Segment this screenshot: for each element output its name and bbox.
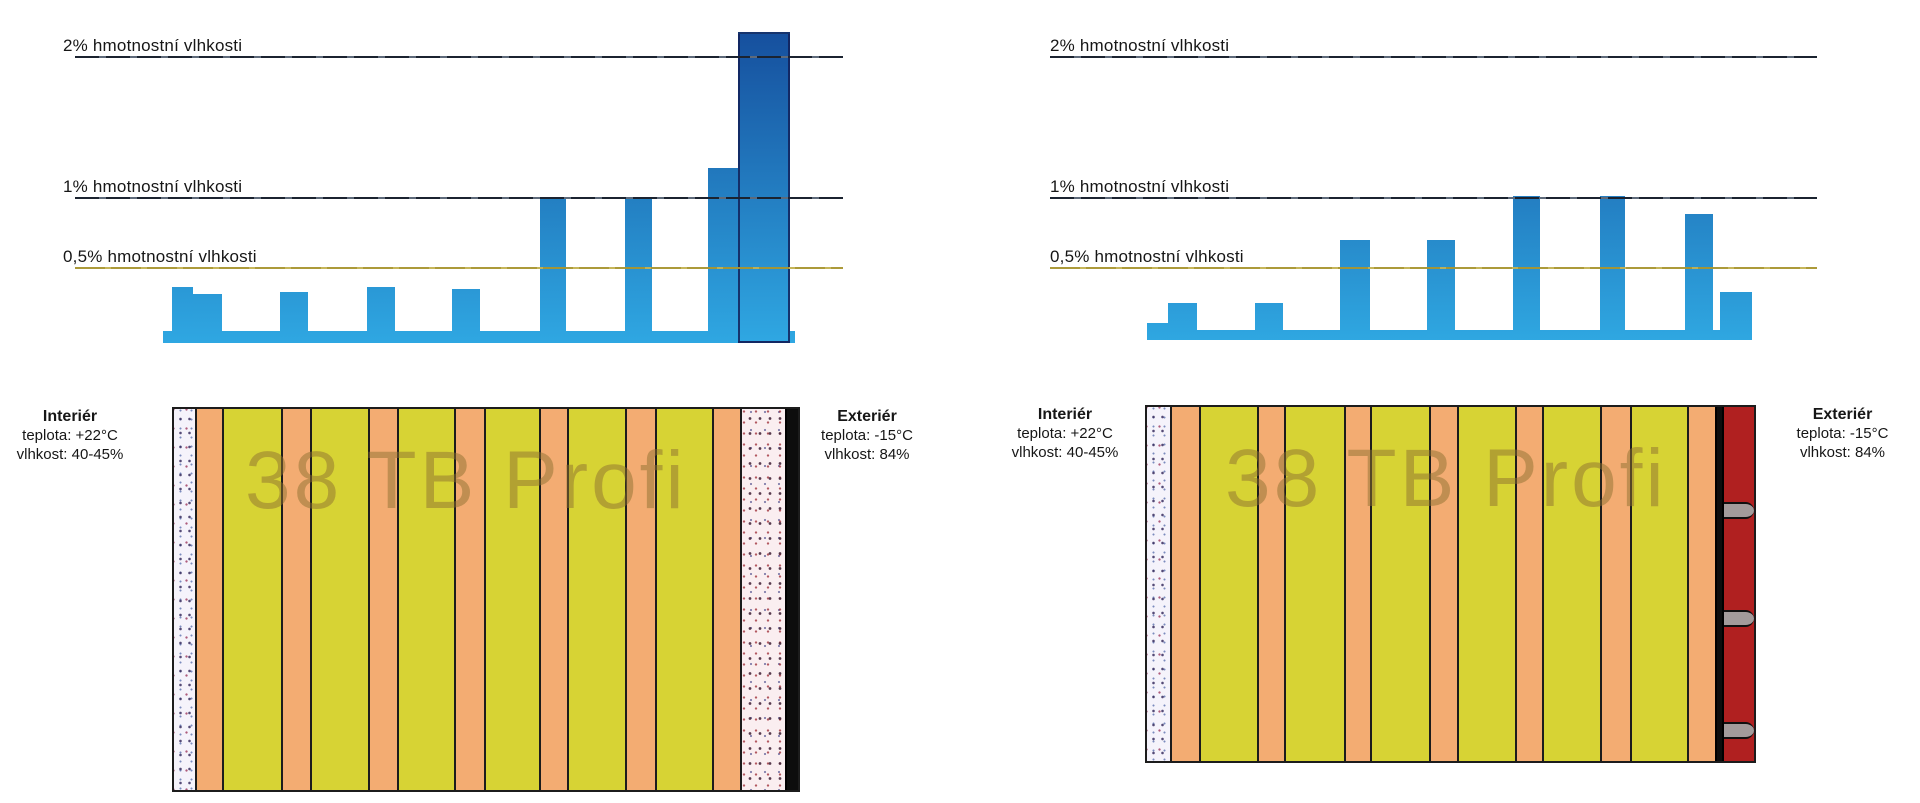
watermark-right: 38 TB Profi [1225, 433, 1667, 524]
wall-layer-stud [1429, 407, 1457, 761]
wall-layer-insulation [1457, 407, 1515, 761]
mortar-joint [1724, 610, 1754, 627]
exterior-label-right: Exteriér teplota: -15°C vlhkost: 84% [1775, 405, 1910, 462]
interior-humidity: vlhkost: 40-45% [16, 446, 124, 463]
interior-humidity: vlhkost: 40-45% [1011, 444, 1119, 461]
wall-layer-insulation [655, 409, 712, 790]
wall-layer-insulation [567, 409, 625, 790]
moisture-bar [280, 291, 308, 343]
interior-label-left: Interiér teplota: +22°C vlhkost: 40-45% [6, 407, 134, 464]
wall-layer-plaster-int [1147, 407, 1170, 761]
wall-layer-stud [625, 409, 655, 790]
reference-line-label: 0,5% hmotnostní vlhkosti [63, 246, 257, 266]
moisture-bar [1147, 322, 1168, 340]
wall-layer-insulation [484, 409, 539, 790]
exterior-temperature: teplota: -15°C [1796, 425, 1889, 442]
wall-layer-stud [1600, 407, 1630, 761]
moisture-bar [1685, 214, 1713, 340]
reference-line-label: 2% hmotnostní vlhkosti [1050, 36, 1230, 55]
wall-section-left [172, 407, 800, 792]
wall-layer-brick [1722, 407, 1754, 761]
wall-layer-plaster-ext [740, 409, 785, 790]
reference-line-0.5pct [75, 266, 843, 269]
moisture-bar [540, 197, 566, 343]
watermark-left: 38 TB Profi [245, 435, 687, 526]
wall-layer-stud [712, 409, 740, 790]
interior-temperature: teplota: +22°C [22, 427, 118, 444]
wall-layer-stud [454, 409, 484, 790]
moisture-bar [1255, 302, 1283, 340]
moisture-bar [367, 287, 395, 343]
wall-layer-insulation [1199, 407, 1257, 761]
reference-line-label: 1% hmotnostní vlhkosti [63, 176, 243, 196]
moisture-bar [1340, 239, 1370, 340]
interior-title: Interiér [42, 408, 98, 425]
exterior-temperature: teplota: -15°C [821, 427, 913, 444]
moisture-bar [1427, 239, 1455, 340]
exterior-humidity: vlhkost: 84% [824, 446, 910, 463]
wall-layer-insulation [1370, 407, 1429, 761]
wall-layer-stud [1515, 407, 1542, 761]
wall-layer-insulation [222, 409, 281, 790]
reference-line-label: 2% hmotnostní vlhkosti [63, 36, 243, 55]
moisture-bar [193, 294, 222, 343]
reference-line-label: 0,5% hmotnostní vlhkosti [1050, 246, 1244, 266]
reference-line-2pct [1050, 56, 1817, 58]
reference-line-2pct [75, 56, 843, 58]
wall-layer-stud [281, 409, 310, 790]
reference-line-1pct [75, 196, 843, 199]
reference-line-0.5pct [1050, 266, 1817, 269]
exterior-label-left: Exteriér teplota: -15°C vlhkost: 84% [798, 407, 936, 464]
wall-layer-insulation [1630, 407, 1687, 761]
wall-layer-stud [1170, 407, 1199, 761]
wall-layer-insulation [310, 409, 368, 790]
interior-label-right: Interiér teplota: +22°C vlhkost: 40-45% [995, 405, 1135, 462]
interior-title: Interiér [1037, 406, 1093, 423]
wall-layer-black-layer [1715, 407, 1722, 761]
wall-layer-black-layer [785, 409, 798, 790]
mortar-joint [1724, 722, 1754, 739]
moisture-bar [625, 197, 652, 343]
moisture-bar [172, 287, 193, 343]
exterior-title: Exteriér [1812, 406, 1873, 423]
reference-line-1pct [1050, 196, 1817, 199]
wall-layer-stud [1257, 407, 1284, 761]
wall-layer-stud [539, 409, 567, 790]
wall-layer-stud [368, 409, 397, 790]
moisture-bar [1168, 302, 1197, 340]
wall-section-right [1145, 405, 1756, 763]
wall-layer-insulation [397, 409, 454, 790]
moisture-bar [452, 288, 480, 343]
mortar-joint [1724, 502, 1754, 519]
interior-temperature: teplota: +22°C [1017, 425, 1113, 442]
wall-layer-stud [1344, 407, 1370, 761]
wall-layer-plaster-int [174, 409, 195, 790]
wall-layer-insulation [1284, 407, 1344, 761]
exterior-title: Exteriér [837, 408, 897, 425]
wall-layer-stud [195, 409, 222, 790]
exterior-humidity: vlhkost: 84% [1799, 444, 1886, 461]
moisture-bar [738, 31, 790, 343]
moisture-bar [1720, 291, 1752, 340]
wall-layer-stud [1687, 407, 1715, 761]
reference-line-label: 1% hmotnostní vlhkosti [1050, 176, 1230, 196]
wall-layer-insulation [1542, 407, 1600, 761]
